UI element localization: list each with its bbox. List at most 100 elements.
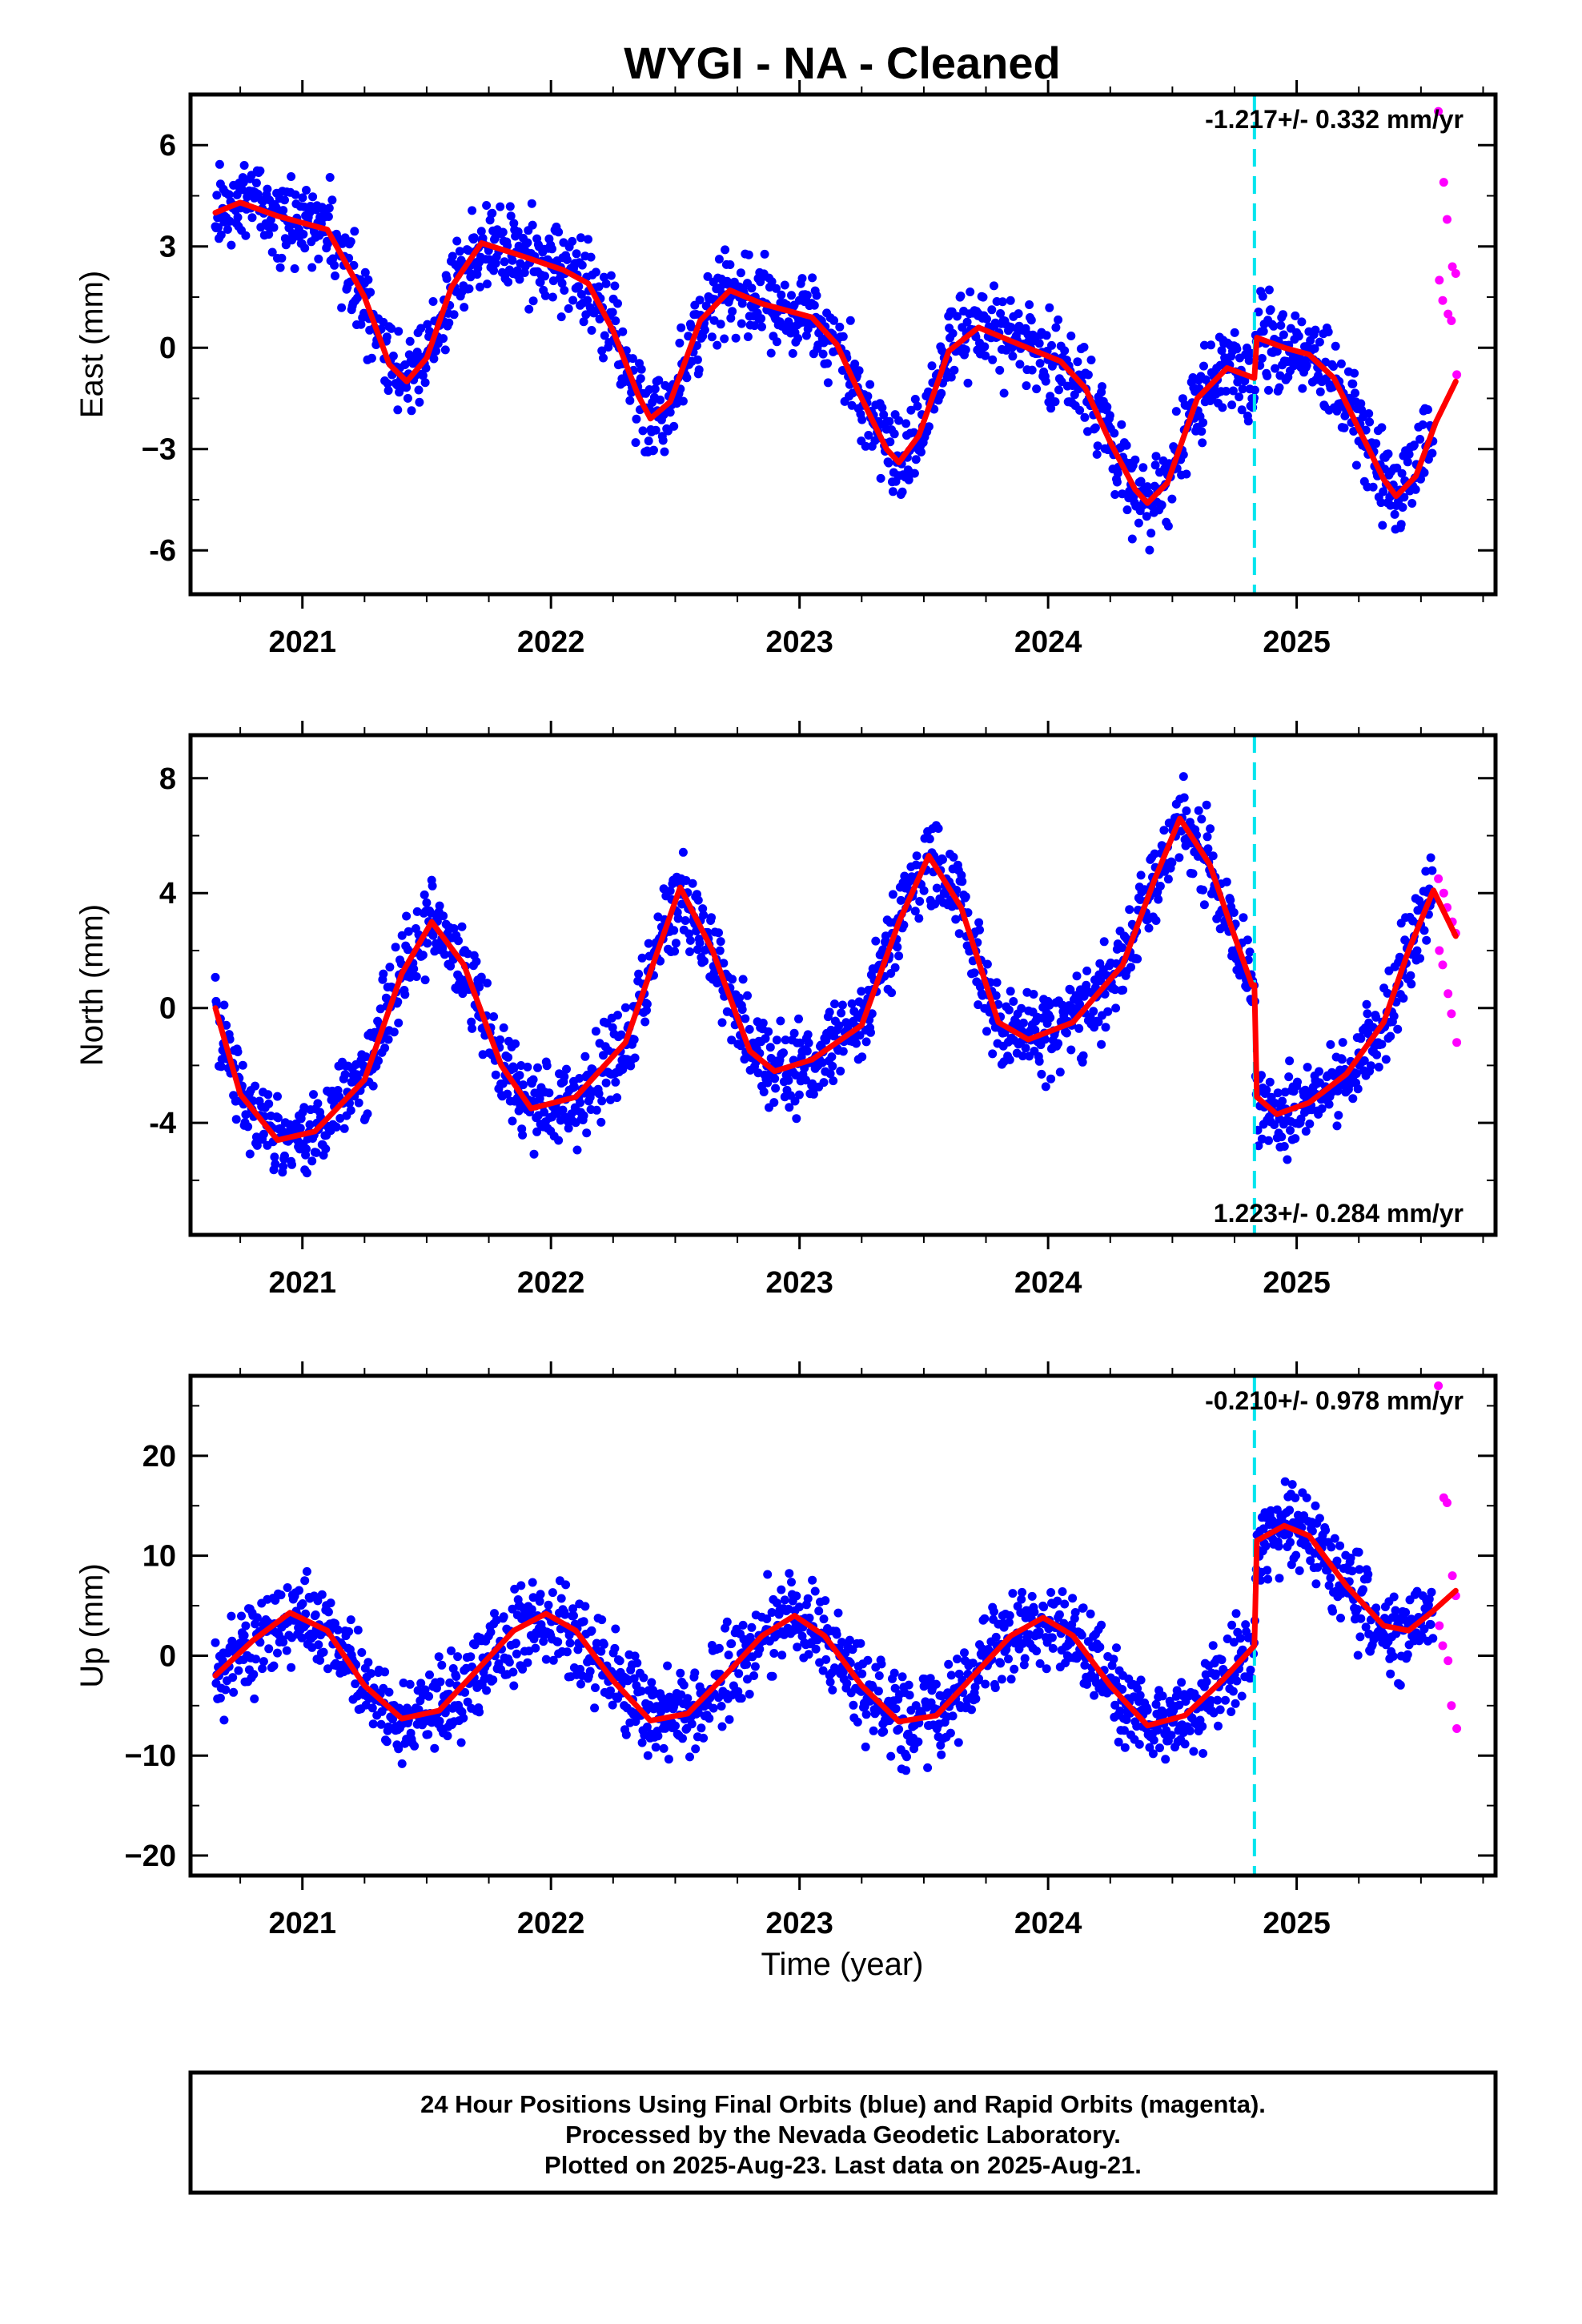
up-final-point [1136,1675,1146,1685]
north-ylabel: North (mm) [74,904,110,1066]
up-final-point [1060,1599,1070,1609]
up-final-point [416,1679,426,1688]
up-final-point [768,1671,777,1681]
east-final-point [356,320,366,329]
north-final-point [1421,866,1431,876]
north-final-point [1334,1111,1343,1120]
up-final-point [1403,1650,1412,1659]
up-final-point [1030,1607,1039,1617]
north-final-point [1277,1132,1287,1142]
north-final-point [954,929,964,939]
north-final-point [834,1021,844,1031]
up-final-point [1231,1609,1241,1618]
north-final-point [685,947,694,956]
north-final-point [715,946,725,955]
up-final-point [1097,1620,1106,1630]
east-final-point [695,296,705,305]
up-final-point [763,1570,773,1579]
east-final-point [528,220,537,230]
east-final-point [1351,388,1359,398]
up-final-point [1336,1614,1345,1622]
up-final-point [1315,1514,1324,1523]
up-final-point [512,1638,520,1648]
east-final-point [483,279,492,289]
up-final-point [1214,1721,1223,1731]
up-final-point [991,1632,1001,1642]
up-final-point [1353,1651,1363,1660]
east-final-point [504,277,513,287]
north-final-point [737,1005,747,1015]
north-final-point [423,939,432,948]
north-rapid-point [1434,874,1443,883]
up-final-point [621,1730,631,1739]
east-final-point [287,235,296,245]
north-ytick-label: -4 [149,1107,176,1140]
up-final-point [1042,1664,1051,1674]
up-final-point [779,1630,789,1639]
up-final-point [856,1638,865,1648]
north-final-point [1167,858,1177,867]
up-final-point [264,1644,274,1654]
east-final-point [927,361,937,371]
east-final-point [455,247,464,256]
east-final-point [1015,360,1025,369]
east-final-point [1110,490,1120,499]
north-final-point [1066,1045,1076,1055]
north-final-point [764,1027,773,1036]
north-final-point [1407,979,1416,989]
east-final-point [308,192,318,202]
east-final-point [1264,285,1274,295]
up-final-point [1326,1573,1335,1582]
north-final-point [1094,1017,1103,1027]
east-final-point [631,438,640,448]
up-final-point [1321,1526,1331,1535]
north-final-point [802,1047,812,1055]
up-final-point [313,1596,323,1606]
east-final-point [848,388,857,398]
east-final-point [314,254,323,263]
east-final-point [787,291,796,300]
up-final-point [579,1617,588,1626]
east-final-point [863,392,873,401]
up-final-point [573,1645,583,1655]
north-final-point [582,1128,592,1138]
up-final-point [709,1703,718,1713]
north-final-point [896,895,905,905]
north-final-point [1078,1057,1087,1067]
north-final-point [503,1089,512,1099]
east-final-point [1259,327,1268,336]
up-final-point [1213,1695,1223,1705]
north-final-point [591,1027,600,1036]
up-final-point [548,1655,558,1665]
north-final-point [1206,824,1215,834]
east-final-point [802,291,812,300]
east-final-point [382,332,391,342]
north-final-point [601,1078,611,1088]
east-final-point [508,255,517,265]
north-final-point [613,1011,622,1020]
north-final-point [374,1056,383,1066]
up-final-point [333,1625,343,1634]
east-final-point [1178,450,1188,460]
up-final-point [249,1670,259,1679]
up-final-point [1005,1610,1014,1620]
up-final-point [946,1728,955,1738]
north-final-point [509,1063,519,1073]
north-final-point [629,1035,639,1044]
east-final-point [352,293,362,303]
east-final-point [1238,384,1247,394]
east-final-point [1146,529,1156,538]
east-final-point [1117,420,1126,429]
up-final-point [750,1662,760,1671]
east-final-point [981,351,990,360]
east-final-point [1034,339,1044,348]
east-final-point [1151,452,1161,461]
east-final-point [1006,296,1015,305]
up-final-point [1327,1542,1336,1552]
north-final-point [1393,1024,1403,1034]
north-final-point [630,1053,640,1063]
north-final-point [1202,800,1211,810]
east-final-point [1266,305,1275,315]
north-final-point [498,1079,508,1088]
up-final-point [367,1703,377,1713]
